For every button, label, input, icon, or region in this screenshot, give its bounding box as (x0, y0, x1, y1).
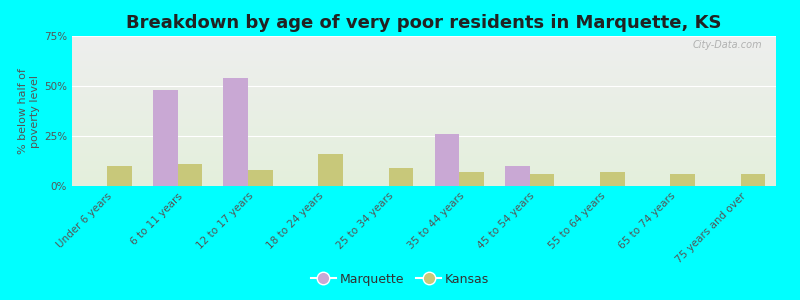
Legend: Marquette, Kansas: Marquette, Kansas (306, 268, 494, 291)
Y-axis label: % below half of
poverty level: % below half of poverty level (18, 68, 40, 154)
Bar (107, 166, 132, 186)
Bar (741, 174, 766, 186)
Bar (153, 90, 178, 186)
Bar (459, 172, 484, 186)
Text: City-Data.com: City-Data.com (692, 40, 762, 50)
Bar (505, 166, 530, 186)
Bar (318, 154, 343, 186)
Bar (223, 78, 248, 186)
Bar (248, 170, 273, 186)
Bar (389, 168, 414, 186)
Bar (434, 134, 459, 186)
Bar (600, 172, 625, 186)
Bar (530, 174, 554, 186)
Bar (670, 174, 695, 186)
Bar (178, 164, 202, 186)
Title: Breakdown by age of very poor residents in Marquette, KS: Breakdown by age of very poor residents … (126, 14, 722, 32)
